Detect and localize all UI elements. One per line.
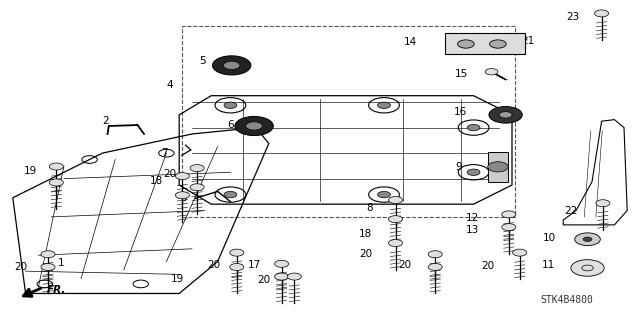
- Circle shape: [595, 10, 609, 17]
- Circle shape: [388, 197, 403, 204]
- Circle shape: [378, 102, 390, 108]
- Text: 23: 23: [566, 11, 579, 22]
- Circle shape: [190, 184, 204, 191]
- Text: 19: 19: [171, 274, 184, 284]
- Circle shape: [575, 233, 600, 246]
- Text: 19: 19: [24, 166, 37, 176]
- Circle shape: [388, 216, 403, 223]
- Circle shape: [224, 191, 237, 198]
- Circle shape: [190, 165, 204, 172]
- Circle shape: [246, 122, 262, 130]
- Circle shape: [571, 260, 604, 276]
- Bar: [182, 26, 515, 217]
- Circle shape: [275, 273, 289, 280]
- Circle shape: [488, 162, 508, 172]
- Text: 1: 1: [58, 258, 64, 268]
- Circle shape: [502, 224, 516, 231]
- Circle shape: [490, 40, 506, 48]
- Circle shape: [583, 237, 592, 241]
- Circle shape: [499, 112, 512, 118]
- Circle shape: [224, 102, 237, 108]
- Circle shape: [467, 124, 480, 131]
- Circle shape: [49, 163, 63, 170]
- Circle shape: [49, 179, 63, 186]
- Circle shape: [235, 116, 273, 136]
- Text: 18: 18: [359, 228, 372, 239]
- Circle shape: [230, 249, 244, 256]
- Circle shape: [212, 56, 251, 75]
- Text: FR.: FR.: [47, 285, 66, 295]
- Circle shape: [223, 61, 240, 70]
- Circle shape: [378, 191, 390, 198]
- Text: 20: 20: [163, 169, 176, 179]
- Text: 5: 5: [200, 56, 206, 66]
- Text: 3: 3: [180, 193, 187, 204]
- Text: 22: 22: [564, 206, 577, 216]
- Circle shape: [428, 251, 442, 258]
- Text: 20: 20: [257, 275, 270, 285]
- Text: 7: 7: [161, 148, 168, 158]
- Text: 16: 16: [454, 107, 467, 117]
- Circle shape: [175, 192, 189, 199]
- Bar: [445, 33, 525, 54]
- Text: STK4B4800: STK4B4800: [540, 295, 593, 305]
- Text: 20: 20: [397, 260, 411, 271]
- Circle shape: [458, 40, 474, 48]
- Circle shape: [596, 200, 610, 207]
- Text: 14: 14: [404, 37, 417, 47]
- Text: 20: 20: [13, 262, 27, 272]
- Text: 10: 10: [542, 233, 556, 243]
- Circle shape: [230, 263, 244, 271]
- Circle shape: [287, 273, 301, 280]
- Circle shape: [175, 173, 189, 180]
- Text: 18: 18: [150, 176, 163, 186]
- Text: 13: 13: [465, 225, 479, 235]
- Text: 15: 15: [455, 69, 468, 79]
- Circle shape: [513, 249, 527, 256]
- Circle shape: [41, 251, 55, 258]
- Text: 12: 12: [465, 212, 479, 223]
- Text: 17: 17: [248, 260, 261, 271]
- Text: 6: 6: [227, 120, 234, 130]
- Text: 21: 21: [521, 36, 534, 47]
- Text: 2: 2: [102, 116, 109, 126]
- Circle shape: [388, 240, 403, 247]
- Circle shape: [41, 263, 55, 271]
- Circle shape: [489, 107, 522, 123]
- Circle shape: [275, 260, 289, 267]
- Circle shape: [467, 169, 480, 175]
- Text: 20: 20: [207, 260, 221, 271]
- Bar: [488, 152, 508, 182]
- Circle shape: [485, 69, 498, 75]
- Text: 9: 9: [456, 161, 462, 172]
- Text: 8: 8: [366, 203, 372, 213]
- Text: 11: 11: [542, 260, 556, 271]
- Text: 20: 20: [481, 261, 494, 271]
- Circle shape: [502, 211, 516, 218]
- Circle shape: [428, 263, 442, 271]
- Text: 20: 20: [359, 249, 372, 259]
- Text: 4: 4: [166, 79, 173, 90]
